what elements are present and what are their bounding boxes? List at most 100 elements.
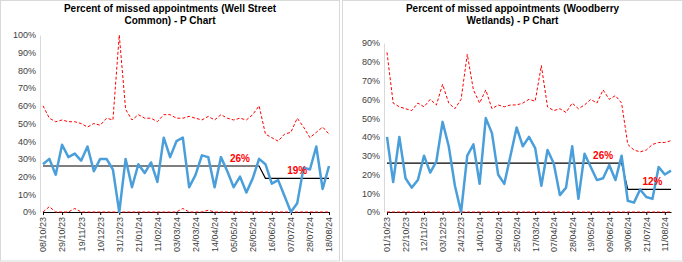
x-tick-label: 17/03/24 — [531, 217, 541, 252]
x-tick: 29/10/23 — [57, 212, 67, 252]
x-tick-mark — [234, 212, 235, 215]
series-line — [43, 138, 329, 212]
x-tick: 18/08/24 — [324, 212, 334, 252]
y-tick: 0% — [367, 207, 384, 217]
y-tick-label: 0% — [23, 207, 36, 217]
y-tick: 20% — [18, 172, 40, 182]
title-line: Wetlands) - P Chart — [467, 15, 560, 26]
x-tick-label: 12/11/23 — [419, 217, 429, 251]
y-tick: 50% — [362, 113, 384, 123]
chart-canvas: Percent of missed appointments (Well Str… — [0, 0, 683, 262]
y-tick-label: 80% — [18, 66, 36, 76]
series-line — [43, 207, 329, 212]
x-tick-label: 09/06/24 — [605, 217, 615, 252]
y-tick: 10% — [18, 190, 40, 200]
x-tick-label: 29/10/23 — [57, 217, 67, 252]
y-axis: 0%10%20%30%40%50%60%70%80%90% — [362, 38, 385, 217]
title-line: Percent of missed appointments (Woodberr… — [406, 3, 620, 14]
y-tick: 30% — [362, 151, 384, 161]
chart-title: Percent of missed appointments (Well Str… — [64, 3, 277, 26]
x-tick: 14/04/24 — [210, 212, 220, 252]
x-tick: 14/01/24 — [475, 212, 485, 252]
x-tick-label: 21/07/24 — [642, 217, 652, 252]
x-tick-mark — [81, 212, 82, 215]
x-tick-label: 21/01/24 — [134, 217, 144, 252]
x-tick: 09/06/24 — [605, 212, 615, 252]
x-tick-mark — [329, 212, 330, 215]
y-tick-label: 50% — [362, 113, 380, 123]
y-axis: 0% 10% 20% 30% 40% 50% 60% 70% 80% 90% 100% — [13, 30, 41, 217]
x-tick: 08/10/23 — [38, 212, 48, 252]
x-tick-label: 24/12/23 — [456, 217, 466, 252]
plot-marks — [387, 52, 671, 212]
centre-line-label: 12% — [642, 176, 662, 187]
y-tick: 40% — [362, 132, 384, 142]
x-tick: 21/01/24 — [134, 212, 144, 252]
y-tick-label: 100% — [13, 30, 36, 40]
x-tick-mark — [535, 212, 536, 215]
chart-panel: Percent of missed appointments (Woodberr… — [343, 1, 683, 262]
y-tick: 70% — [362, 76, 384, 86]
y-tick-label: 0% — [367, 207, 380, 217]
y-tick-label: 30% — [362, 151, 380, 161]
x-tick-label: 07/04/24 — [549, 217, 559, 252]
x-tick-label: 03/12/23 — [438, 217, 448, 252]
title-line: Common) - P Chart — [125, 15, 217, 26]
chart-title: Percent of missed appointments (Woodberr… — [406, 3, 620, 26]
plot-marks — [43, 35, 329, 212]
panel-frame — [343, 1, 683, 262]
x-tick-label: 30/06/24 — [623, 217, 633, 252]
x-tick: 30/06/24 — [623, 212, 633, 252]
y-tick: 70% — [18, 83, 40, 93]
panel-frame — [1, 1, 340, 262]
x-tick: 19/11/23 — [77, 212, 87, 251]
centre-line-label: 19% — [287, 165, 307, 176]
y-tick: 40% — [18, 137, 40, 147]
x-tick-mark — [406, 212, 407, 215]
series-line — [387, 163, 671, 189]
y-tick: 30% — [18, 154, 40, 164]
x-tick: 26/05/24 — [248, 212, 258, 252]
y-tick: 50% — [18, 119, 40, 129]
y-tick-label: 90% — [362, 38, 380, 48]
x-tick: 21/07/24 — [642, 212, 652, 252]
y-tick: 20% — [362, 170, 384, 180]
series-line — [43, 35, 329, 141]
x-tick: 01/10/23 — [382, 212, 392, 252]
y-tick: 60% — [362, 95, 384, 105]
x-tick-label: 28/04/24 — [568, 217, 578, 252]
x-tick: 24/12/23 — [456, 212, 466, 252]
y-tick-label: 50% — [18, 119, 36, 129]
x-tick-label: 26/05/24 — [248, 217, 258, 252]
x-tick-label: 07/07/24 — [286, 217, 296, 252]
x-tick: 07/04/24 — [549, 212, 559, 252]
x-tick: 16/06/24 — [267, 212, 277, 252]
y-tick-label: 40% — [18, 137, 36, 147]
centre-line-label: 26% — [230, 153, 250, 164]
x-tick-label: 24/03/24 — [191, 217, 201, 252]
x-tick: 03/12/23 — [438, 212, 448, 252]
x-tick: 11/02/24 — [153, 212, 163, 251]
x-tick-label: 19/05/24 — [586, 217, 596, 252]
x-axis-line — [388, 212, 672, 213]
x-tick: 22/10/23 — [401, 212, 411, 252]
x-tick-mark — [100, 212, 101, 215]
y-axis-line — [40, 36, 41, 213]
x-tick-label: 11/08/24 — [660, 217, 670, 251]
x-tick: 03/03/24 — [172, 212, 182, 252]
chart-panel: Percent of missed appointments (Well Str… — [1, 1, 340, 262]
y-tick-label: 20% — [362, 170, 380, 180]
x-tick-label: 03/03/24 — [172, 217, 182, 252]
y-tick: 60% — [18, 101, 40, 111]
series-line — [387, 118, 671, 212]
y-tick: 100% — [13, 30, 40, 40]
x-tick-label: 25/02/24 — [512, 217, 522, 252]
y-tick-label: 90% — [18, 48, 36, 58]
y-tick: 0% — [23, 207, 40, 217]
y-tick-label: 40% — [362, 132, 380, 142]
x-tick-mark — [176, 212, 177, 215]
y-tick-label: 60% — [362, 95, 380, 105]
y-tick: 90% — [362, 38, 384, 48]
x-axis: 08/10/2329/10/2319/11/2310/12/2331/12/23… — [38, 212, 334, 252]
x-tick: 07/07/24 — [286, 212, 296, 252]
